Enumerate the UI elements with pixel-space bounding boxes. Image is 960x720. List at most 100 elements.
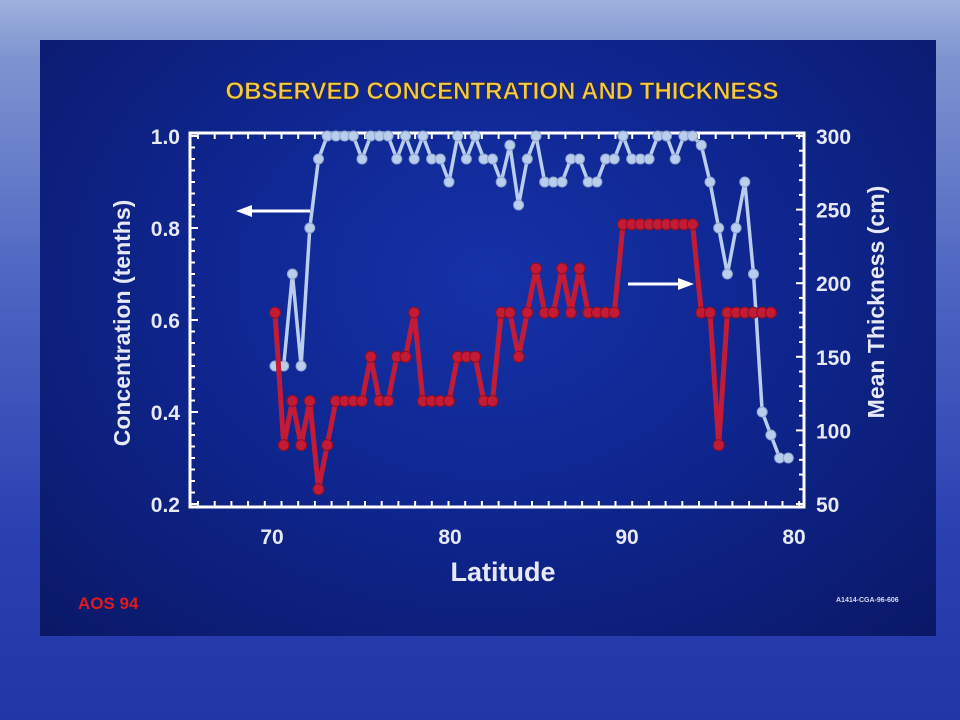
x-tick-label: 80 [782,526,805,549]
right-tick-label: 150 [816,347,851,370]
thickness-point [608,306,621,319]
concentration-point [304,222,316,234]
thickness-point [521,306,534,319]
concentration-point [295,360,307,372]
concentration-point [643,153,655,165]
right-tick-label: 100 [816,420,851,443]
source-label: AOS 94 [78,594,139,613]
concentration-point [460,153,472,165]
thickness-point [564,306,577,319]
figure-code: A1414-CGA-96-606 [836,597,899,604]
concentration-point [443,176,455,188]
thickness-point [712,439,725,452]
concentration-point [748,268,759,280]
thickness-point [686,218,699,231]
concentration-point [408,153,420,165]
concentration-point [347,130,359,142]
thickness-point [286,394,299,407]
left-tick-label: 1.0 [151,126,180,149]
thickness-point [556,262,569,275]
thickness-point [408,306,421,319]
concentration-point [608,153,620,165]
concentration-series [269,130,794,464]
thickness-point [530,262,542,275]
right-tick-label: 300 [816,126,851,149]
concentration-point [521,153,533,165]
thickness-point [269,306,281,319]
concentration-point [417,130,429,142]
concentration-point [695,139,707,151]
concentration-point [391,153,403,165]
concentration-point [687,130,699,142]
concentration-point [356,153,368,165]
concentration-point [713,222,725,234]
concentration-point [452,130,464,142]
chart-title: OBSERVED CONCENTRATION AND THICKNESS [226,78,779,105]
concentration-point [556,176,568,188]
thickness-series [269,218,777,496]
concentration-point [765,429,777,441]
left-tick-label: 0.6 [151,310,180,333]
thickness-point [356,394,368,407]
thickness-point [512,350,525,363]
thickness-point [382,394,395,407]
concentration-point [286,268,298,280]
concentration-point [434,153,446,165]
concentration-point [721,268,733,280]
thickness-point [295,439,308,452]
concentration-point [739,176,751,188]
arrow-layer [236,205,694,290]
concentration-point [756,406,768,418]
thickness-point [321,439,334,452]
concentration-point [487,153,498,165]
thickness-point [364,350,377,363]
y-right-axis-label: Mean Thickness (cm) [863,186,889,419]
left-tick-labels: 1.0 0.8 0.6 0.4 0.2 [151,126,181,517]
left-arrow-head [236,205,252,217]
concentration-point [617,130,629,142]
concentration-point [730,222,742,234]
thickness-point [303,394,316,407]
thickness-point [277,439,290,452]
concentration-point [504,139,516,151]
right-tick-label: 250 [816,200,851,223]
concentration-point [661,130,672,142]
thickness-point [547,306,560,319]
thickness-point [573,262,586,275]
concentration-point [704,176,716,188]
left-tick-label: 0.2 [151,494,180,517]
thickness-point [764,306,777,319]
x-tick-label: 90 [615,526,638,549]
thickness-point [486,394,499,407]
right-tick-labels: 300 250 200 150 100 50 [816,126,851,517]
series-layer [269,130,794,496]
thickness-point [312,483,325,496]
x-tick-labels: 70 80 90 80 [260,526,805,549]
thickness-point [704,306,716,319]
concentration-point [513,199,525,211]
concentration-point [530,130,542,142]
x-tick-label: 80 [438,526,461,549]
thickness-point [469,350,482,363]
concentration-point [669,153,681,165]
concentration-point [382,130,394,142]
right-tick-label: 200 [816,273,851,296]
concentration-point [400,130,411,142]
concentration-point [782,452,794,464]
thickness-point [503,306,516,319]
concentration-point [495,176,507,188]
concentration-point [574,153,585,165]
right-tick-label: 50 [816,494,839,517]
thickness-point [399,350,412,363]
chart: OBSERVED CONCENTRATION AND THICKNESS 1.0… [109,78,889,587]
right-arrow-head [678,278,694,290]
x-axis-label: Latitude [451,557,556,587]
left-tick-label: 0.8 [151,218,181,241]
slide-panel: OBSERVED CONCENTRATION AND THICKNESS 1.0… [40,40,936,636]
concentration-point [591,176,603,188]
concentration-point [469,130,481,142]
concentration-point [313,153,324,165]
thickness-point [443,394,455,407]
left-tick-label: 0.4 [151,402,181,425]
x-tick-label: 70 [260,526,283,549]
